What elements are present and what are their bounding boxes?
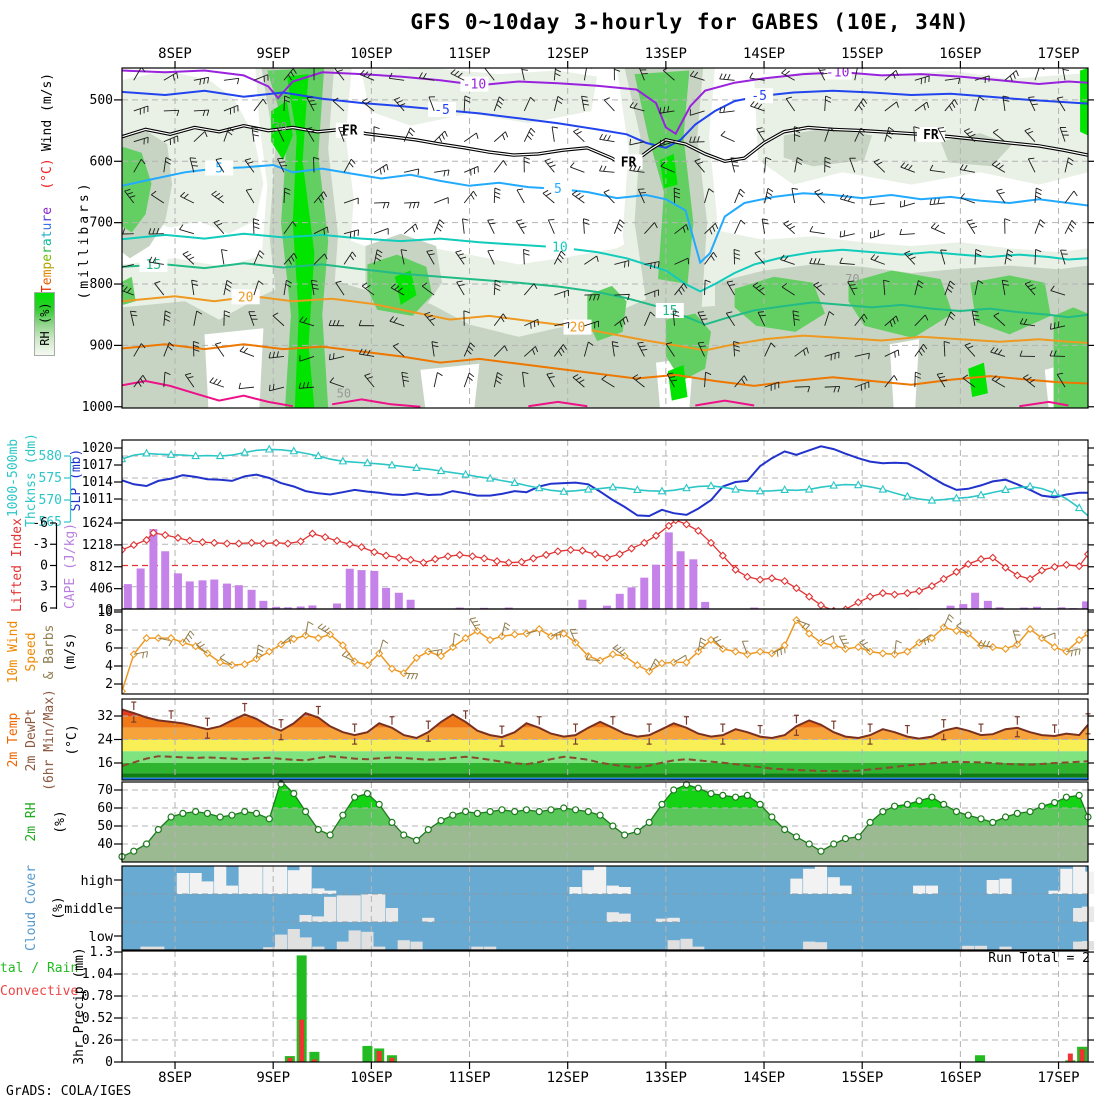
rh-legend-colorbar: RH (%) [34, 292, 55, 356]
svg-text:500: 500 [90, 93, 113, 108]
svg-text:FR: FR [923, 128, 939, 143]
svg-text:20: 20 [570, 321, 586, 336]
precip-total-legend: tal / Rain [0, 961, 79, 976]
svg-text:16SEP: 16SEP [939, 46, 981, 62]
svg-text:70: 70 [845, 272, 859, 286]
svg-text:-3: -3 [32, 537, 48, 552]
svg-text:1218: 1218 [82, 538, 113, 553]
svg-text:0.26: 0.26 [82, 1033, 113, 1048]
svg-text:17SEP: 17SEP [1037, 1070, 1079, 1086]
svg-text:800: 800 [90, 277, 113, 292]
svg-text:15SEP: 15SEP [841, 46, 883, 62]
svg-text:60: 60 [97, 801, 113, 816]
svg-text:14SEP: 14SEP [743, 1070, 785, 1086]
svg-text:-10: -10 [826, 66, 849, 81]
precip-convective-legend: Convective [0, 984, 79, 999]
svg-text:11SEP: 11SEP [448, 1070, 490, 1086]
svg-text:40: 40 [97, 837, 113, 852]
svg-text:5: 5 [215, 161, 223, 176]
svg-text:13SEP: 13SEP [645, 46, 687, 62]
svg-text:406: 406 [90, 582, 113, 597]
svg-text:-5: -5 [751, 89, 767, 104]
svg-text:1017: 1017 [82, 458, 113, 473]
svg-text:570: 570 [39, 493, 62, 508]
svg-text:1014: 1014 [82, 475, 113, 490]
svg-text:13SEP: 13SEP [645, 1070, 687, 1086]
svg-text:10SEP: 10SEP [350, 46, 392, 62]
cloud-row-middle: middle [64, 901, 113, 917]
svg-text:16SEP: 16SEP [939, 1070, 981, 1086]
svg-text:580: 580 [39, 449, 62, 464]
svg-text:50: 50 [97, 819, 113, 834]
grads-credit: GrADS: COLA/IGES [6, 1084, 132, 1099]
svg-text:16: 16 [97, 756, 113, 771]
svg-text:30: 30 [273, 120, 287, 134]
svg-text:900: 900 [90, 338, 113, 353]
svg-text:2: 2 [105, 677, 113, 692]
svg-text:12SEP: 12SEP [547, 46, 589, 62]
svg-text:1020: 1020 [82, 441, 113, 456]
svg-text:10: 10 [97, 603, 113, 618]
svg-text:5: 5 [554, 182, 562, 197]
svg-text:11SEP: 11SEP [448, 46, 490, 62]
svg-text:-6: -6 [32, 516, 48, 531]
svg-text:1.3: 1.3 [90, 945, 113, 960]
svg-text:4: 4 [105, 659, 113, 674]
svg-text:-10: -10 [463, 78, 486, 93]
page-title: GFS 0~10day 3-hourly for GABES (10E, 34N… [410, 10, 970, 34]
svg-text:3: 3 [40, 580, 48, 595]
svg-text:8SEP: 8SEP [158, 46, 192, 62]
svg-text:FR: FR [621, 155, 637, 170]
svg-text:575: 575 [39, 471, 62, 486]
run-total-text: Run Total = 2 [988, 951, 1090, 966]
svg-text:0.78: 0.78 [82, 989, 113, 1004]
svg-text:600: 600 [90, 154, 113, 169]
svg-text:8SEP: 8SEP [158, 1070, 192, 1086]
svg-text:50: 50 [337, 386, 351, 400]
svg-text:1011: 1011 [82, 492, 113, 507]
svg-text:10: 10 [97, 605, 113, 620]
svg-text:700: 700 [90, 216, 113, 231]
svg-text:0: 0 [40, 558, 48, 573]
svg-text:1000: 1000 [82, 400, 113, 415]
svg-text:8: 8 [105, 623, 113, 638]
svg-text:-5: -5 [434, 103, 450, 118]
svg-text:12SEP: 12SEP [547, 1070, 589, 1086]
svg-text:24: 24 [97, 733, 113, 748]
svg-text:9SEP: 9SEP [256, 1070, 290, 1086]
cloud-row-high: high [80, 873, 113, 889]
svg-text:32: 32 [97, 709, 113, 724]
svg-text:15SEP: 15SEP [841, 1070, 883, 1086]
svg-text:6: 6 [40, 601, 48, 616]
svg-text:0: 0 [105, 1055, 113, 1070]
svg-text:812: 812 [90, 560, 113, 575]
svg-text:17SEP: 17SEP [1037, 46, 1079, 62]
svg-text:15: 15 [146, 258, 162, 273]
svg-text:70: 70 [97, 783, 113, 798]
svg-text:1624: 1624 [82, 516, 113, 531]
svg-text:14SEP: 14SEP [743, 46, 785, 62]
svg-text:9SEP: 9SEP [256, 46, 290, 62]
svg-text:10: 10 [552, 240, 568, 255]
svg-text:0.52: 0.52 [82, 1011, 113, 1026]
svg-text:6: 6 [105, 641, 113, 656]
cloud-row-low: low [88, 929, 113, 945]
svg-text:1.04: 1.04 [82, 967, 113, 982]
svg-text:20: 20 [238, 290, 254, 305]
svg-text:10SEP: 10SEP [350, 1070, 392, 1086]
